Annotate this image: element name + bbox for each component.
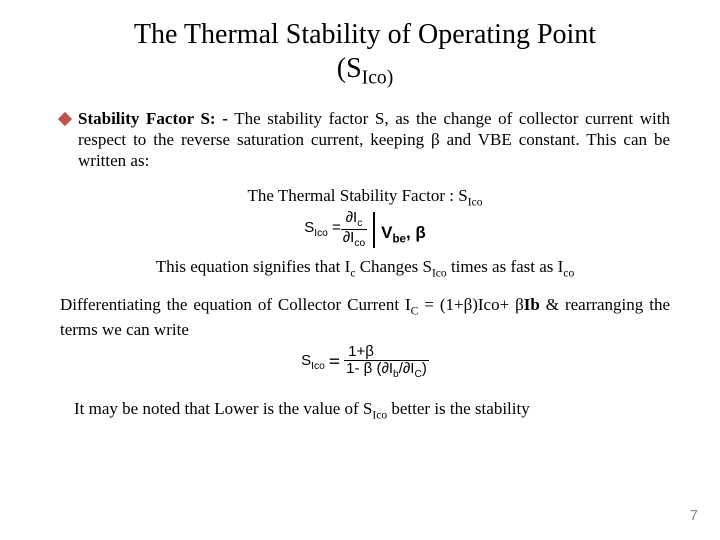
page-number: 7	[690, 507, 698, 524]
signify-text: This equation signifies that Ic Changes …	[60, 257, 670, 279]
equation-title: The Thermal Stability Factor : SIco	[60, 185, 670, 209]
equation-block-2: SIco = 1+β 1- β (∂Ib/∂IC)	[60, 344, 670, 381]
vertical-bar-icon	[373, 212, 375, 248]
differentiating-paragraph: Differentiating the equation of Collecto…	[60, 294, 670, 340]
equation-main: SIco = ∂Ic ∂Ico Vbe, β	[304, 210, 426, 249]
final-note: It may be noted that Lower is the value …	[60, 399, 670, 421]
slide-title: The Thermal Stability of Operating Point…	[60, 18, 670, 90]
bullet-diamond-icon	[58, 112, 72, 126]
intro-paragraph: Stability Factor S: - The stability fact…	[60, 108, 670, 172]
equation-block-1: The Thermal Stability Factor : SIco SIco…	[60, 185, 670, 249]
